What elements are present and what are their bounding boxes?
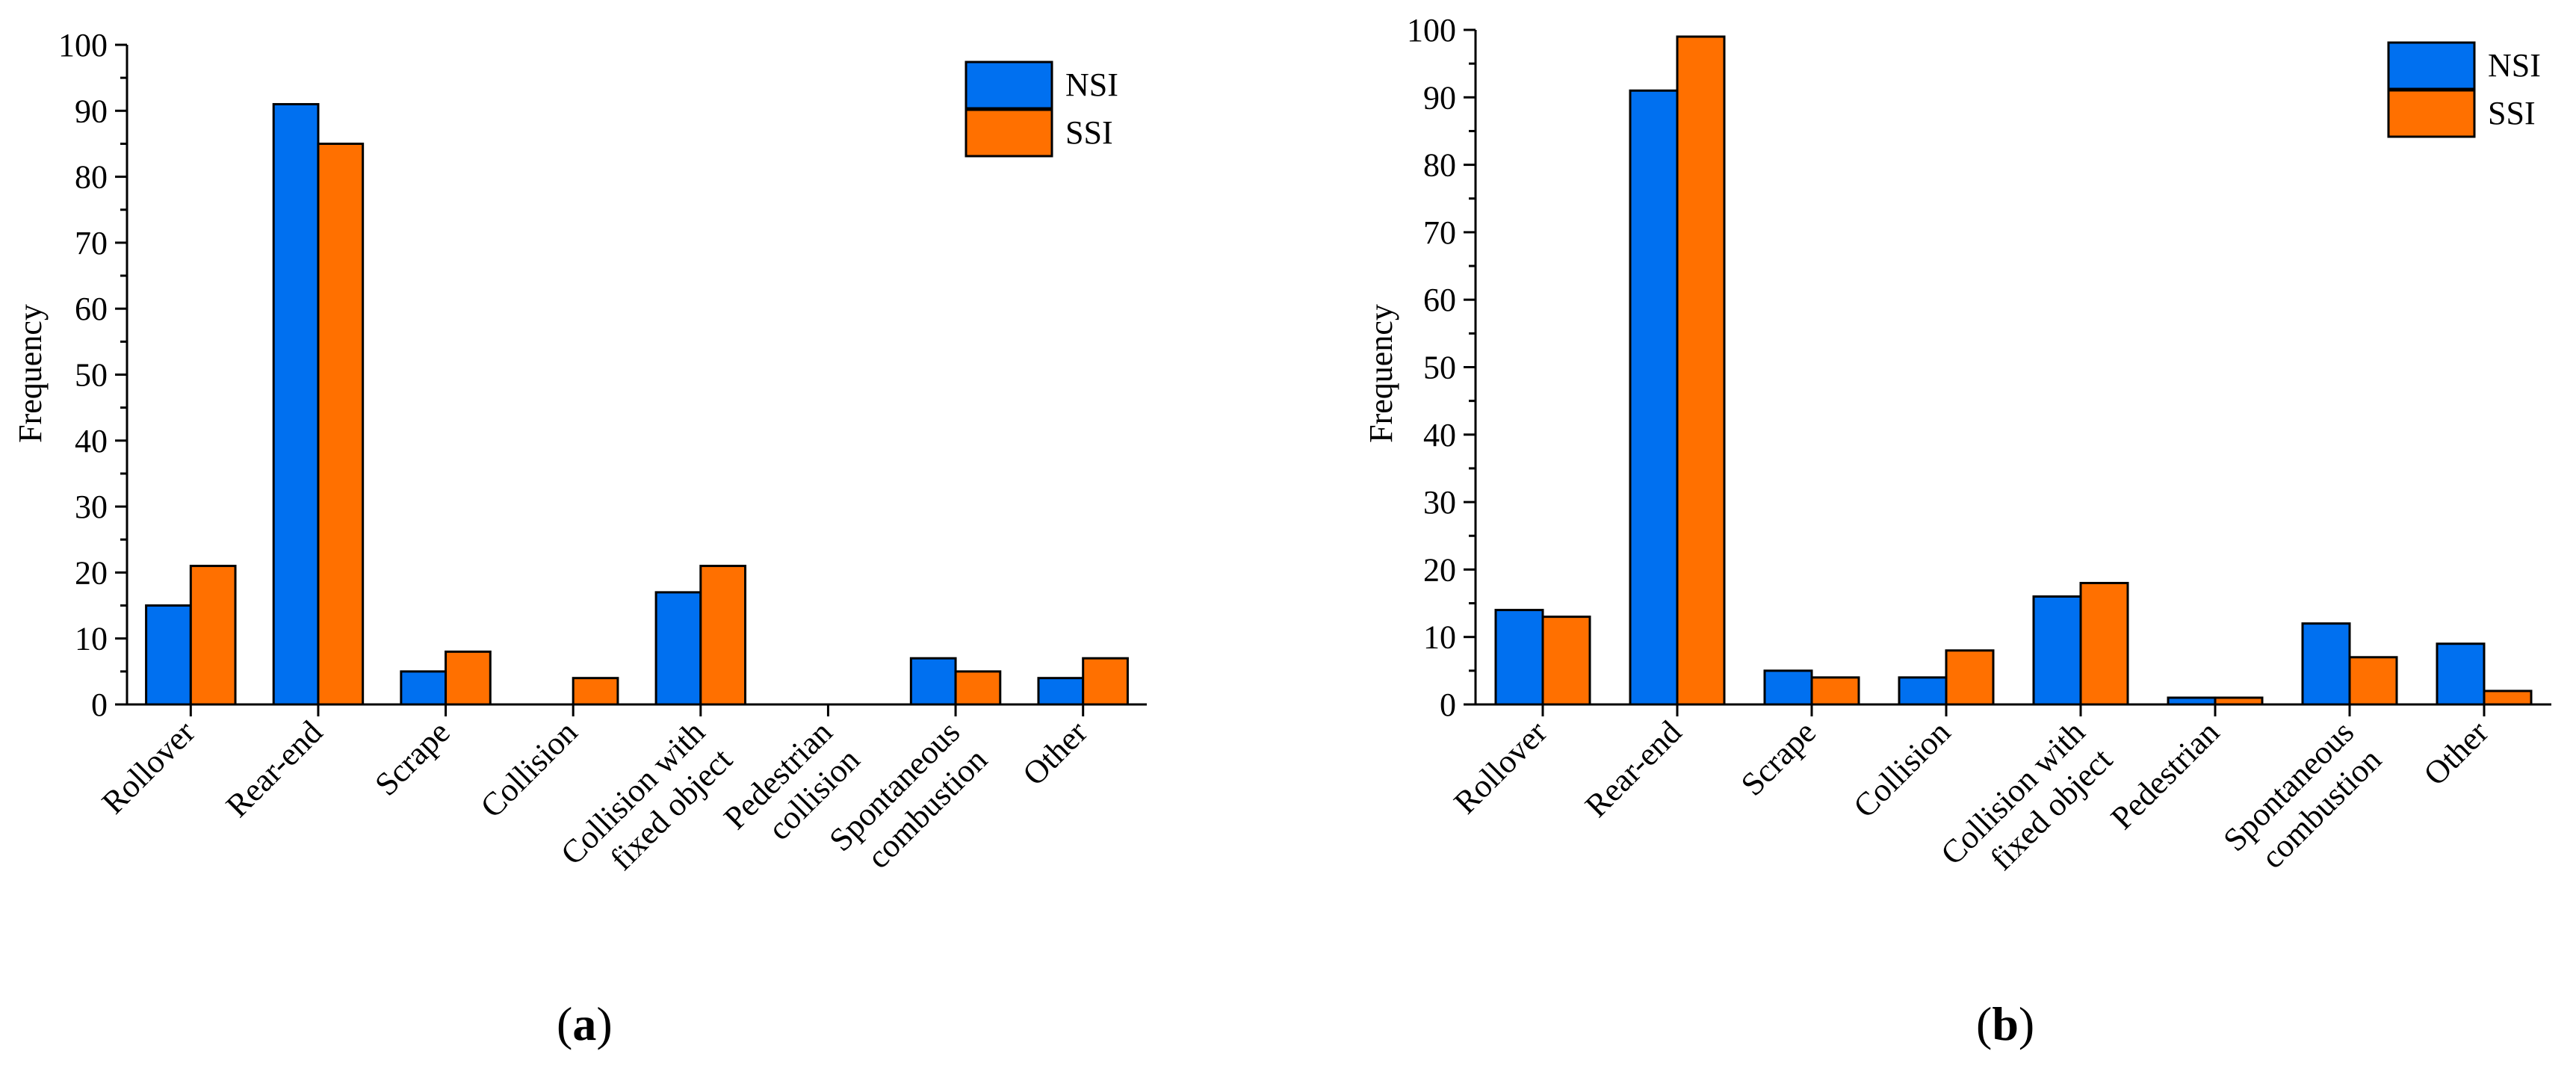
x-category-label: Rollover	[95, 713, 202, 821]
x-category-label: Rear-end	[1578, 713, 1688, 824]
bar-ssi-7	[2483, 690, 2533, 706]
bar-nsi-1	[1629, 89, 1679, 706]
x-category-label: Other	[2417, 713, 2496, 793]
bar-nsi-6	[909, 657, 957, 706]
legend-swatch-nsi	[965, 61, 1053, 110]
panel-label: (b)	[1976, 997, 2034, 1050]
bar-ssi-2	[1810, 676, 1860, 706]
x-category-label: Collision	[1846, 713, 1957, 825]
y-tick-label: 10	[75, 621, 108, 657]
y-tick-label: 20	[1423, 551, 1456, 588]
legend-swatch-ssi	[2387, 89, 2476, 138]
x-category-label: Spontaneouscombustion	[822, 713, 994, 885]
bar-nsi-4	[2032, 595, 2082, 706]
legend-label-nsi: NSI	[1065, 66, 1118, 103]
y-tick-label: 80	[1423, 147, 1456, 184]
y-tick-label: 60	[75, 291, 108, 327]
panel-label: (a)	[557, 997, 613, 1050]
y-tick-label: 10	[1423, 619, 1456, 656]
bar-nsi-7	[1037, 677, 1085, 706]
y-tick-label: 0	[91, 687, 108, 723]
y-tick-label: 70	[75, 225, 108, 261]
x-category-label: Spontaneouscombustion	[2216, 713, 2388, 885]
bar-ssi-7	[1082, 657, 1129, 706]
legend-swatch-nsi	[2387, 41, 2476, 90]
chart-panel-b: 0 10 20 30 40 50 60 70 80 90 100 Rollover Rear-end Sc…	[1363, 12, 2551, 1050]
y-tick-label: 60	[1423, 282, 1456, 318]
x-category-label: Rear-end	[219, 713, 329, 824]
legend-label-ssi: SSI	[2488, 95, 2536, 131]
y-tick-label: 90	[1423, 79, 1456, 116]
y-tick-label: 20	[75, 554, 108, 591]
bar-nsi-6	[2301, 622, 2351, 706]
bar-nsi-0	[1494, 609, 1544, 706]
y-tick-label: 30	[1423, 484, 1456, 521]
y-axis-title: Frequency	[1363, 304, 1399, 443]
y-axis-title: Frequency	[12, 304, 49, 443]
chart-panel-a: 0 10 20 30 40 50 60 70 80 90 100 Rollover Rear-end Sc…	[12, 27, 1147, 1050]
x-category-label: Collision withfixed object	[1933, 713, 2120, 899]
y-tick-label: 50	[1423, 350, 1456, 386]
bar-ssi-0	[1541, 616, 1591, 706]
legend-label-nsi: NSI	[2488, 47, 2541, 84]
bar-ssi-2	[445, 650, 492, 706]
y-tick-label: 40	[1423, 417, 1456, 453]
x-category-label: Other	[1015, 713, 1095, 793]
y-tick-label: 0	[1440, 687, 1456, 723]
bar-ssi-6	[954, 670, 1002, 706]
y-tick-label: 80	[75, 159, 108, 196]
y-tick-label: 100	[58, 27, 108, 63]
bar-ssi-6	[2348, 656, 2398, 706]
bar-nsi-4	[654, 591, 702, 706]
y-tick-label: 100	[1407, 12, 1456, 49]
y-tick-label: 30	[75, 489, 108, 525]
bar-nsi-1	[272, 102, 320, 706]
y-tick-label: 70	[1423, 214, 1456, 251]
x-category-label: Rollover	[1447, 713, 1555, 821]
bar-ssi-1	[317, 142, 365, 706]
bar-ssi-1	[1676, 35, 1726, 706]
legend-label-ssi: SSI	[1065, 114, 1113, 151]
bar-ssi-0	[189, 565, 237, 706]
bar-nsi-0	[145, 604, 192, 706]
x-category-label: Scrape	[368, 713, 456, 802]
bar-nsi-2	[400, 670, 448, 706]
legend-swatch-ssi	[965, 108, 1053, 158]
x-category-label: Pedestrian	[2104, 713, 2226, 836]
y-tick-label: 90	[75, 93, 108, 129]
bar-nsi-7	[2436, 642, 2486, 706]
x-category-label: Scrape	[1734, 713, 1823, 802]
bar-nsi-2	[1763, 669, 1813, 706]
y-tick-label: 50	[75, 357, 108, 394]
bar-ssi-3	[1945, 649, 1995, 706]
y-tick-label: 40	[75, 423, 108, 459]
x-category-label: Collision	[474, 713, 585, 825]
bar-ssi-3	[572, 677, 619, 706]
bar-ssi-4	[2079, 581, 2129, 706]
bar-nsi-3	[1898, 676, 1948, 706]
bar-ssi-4	[699, 565, 747, 706]
